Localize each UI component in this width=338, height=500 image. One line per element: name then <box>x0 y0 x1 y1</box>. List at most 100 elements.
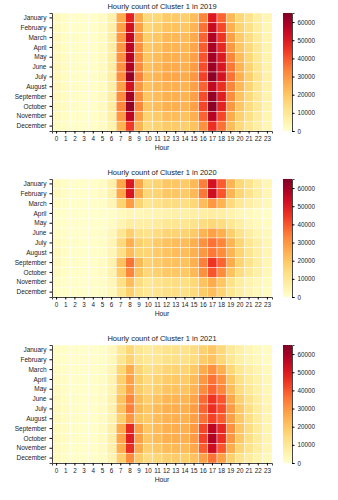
tick: 21 <box>246 463 254 474</box>
tick-mark <box>50 448 53 449</box>
cell <box>245 33 254 43</box>
cell <box>98 365 107 375</box>
cell <box>245 52 254 62</box>
cell <box>107 268 116 278</box>
tick-label: February <box>20 356 47 364</box>
tick-mark <box>221 297 222 300</box>
tick: 21 <box>246 131 254 142</box>
cell <box>180 355 189 365</box>
cell <box>70 33 79 43</box>
cell <box>116 13 125 23</box>
cell <box>153 199 162 209</box>
cell <box>144 345 153 355</box>
cell <box>171 238 180 248</box>
tick: 9 <box>137 131 141 142</box>
tick-mark <box>50 389 53 390</box>
cell <box>116 102 125 112</box>
cell <box>162 365 171 375</box>
cell <box>144 365 153 375</box>
cell <box>190 199 199 209</box>
tick-mark <box>50 193 53 194</box>
cell <box>135 384 144 394</box>
cell <box>153 404 162 414</box>
tick: 17 <box>209 131 217 142</box>
cell <box>107 238 116 248</box>
cell <box>190 102 199 112</box>
cell <box>125 228 134 238</box>
tick: 19 <box>227 463 235 474</box>
tick-label: 23 <box>264 135 272 142</box>
cell <box>153 384 162 394</box>
cell <box>254 52 263 62</box>
cell <box>199 443 208 453</box>
cell <box>98 453 107 463</box>
tick: 0 <box>55 131 59 142</box>
cell <box>208 345 217 355</box>
cell <box>116 268 125 278</box>
cell <box>135 238 144 248</box>
cell <box>80 404 89 414</box>
tick-mark <box>203 463 204 466</box>
cell <box>254 121 263 131</box>
tick: 30000 <box>292 239 316 246</box>
axis-line <box>293 14 295 132</box>
cell <box>98 384 107 394</box>
tick-mark <box>50 359 53 360</box>
tick-mark <box>129 131 130 134</box>
cell <box>199 434 208 444</box>
tick-mark <box>50 47 53 48</box>
tick-mark <box>175 463 176 466</box>
cell <box>107 414 116 424</box>
cell <box>217 268 226 278</box>
cells <box>52 345 272 463</box>
cell <box>208 52 217 62</box>
cell <box>180 258 189 268</box>
cell <box>80 228 89 238</box>
cell <box>135 424 144 434</box>
cell <box>245 43 254 53</box>
tick-label: 21 <box>246 467 254 474</box>
cell <box>171 179 180 189</box>
cell <box>226 384 235 394</box>
cell <box>263 277 272 287</box>
cell <box>70 453 79 463</box>
cell <box>162 52 171 62</box>
tick-label: 60000 <box>298 19 316 26</box>
tick-label: 22 <box>255 301 263 308</box>
cell <box>135 394 144 404</box>
cell <box>235 345 244 355</box>
cell <box>153 218 162 228</box>
tick-label: July <box>35 405 47 413</box>
cell <box>162 355 171 365</box>
tick-label: 30000 <box>298 239 316 246</box>
cell <box>80 209 89 219</box>
cell <box>98 443 107 453</box>
cell <box>107 23 116 33</box>
cell <box>180 33 189 43</box>
cell <box>153 23 162 33</box>
tick-mark <box>258 131 259 134</box>
cell <box>125 453 134 463</box>
cell <box>125 414 134 424</box>
cell <box>89 82 98 92</box>
cell <box>190 62 199 72</box>
tick-label: 1 <box>64 135 68 142</box>
tick-mark <box>157 463 158 466</box>
cell <box>98 218 107 228</box>
cell <box>263 111 272 121</box>
cell <box>70 258 79 268</box>
tick-label: 5 <box>101 135 105 142</box>
cell <box>89 424 98 434</box>
tick-mark <box>194 297 195 300</box>
cell <box>171 268 180 278</box>
tick: April <box>33 375 52 383</box>
cell <box>61 111 70 121</box>
cell <box>153 43 162 53</box>
cell <box>153 102 162 112</box>
tick: 6 <box>110 297 114 308</box>
cell <box>180 23 189 33</box>
tick-mark <box>203 131 204 134</box>
tick-label: September <box>15 259 48 267</box>
cell <box>226 355 235 365</box>
cell <box>135 72 144 82</box>
